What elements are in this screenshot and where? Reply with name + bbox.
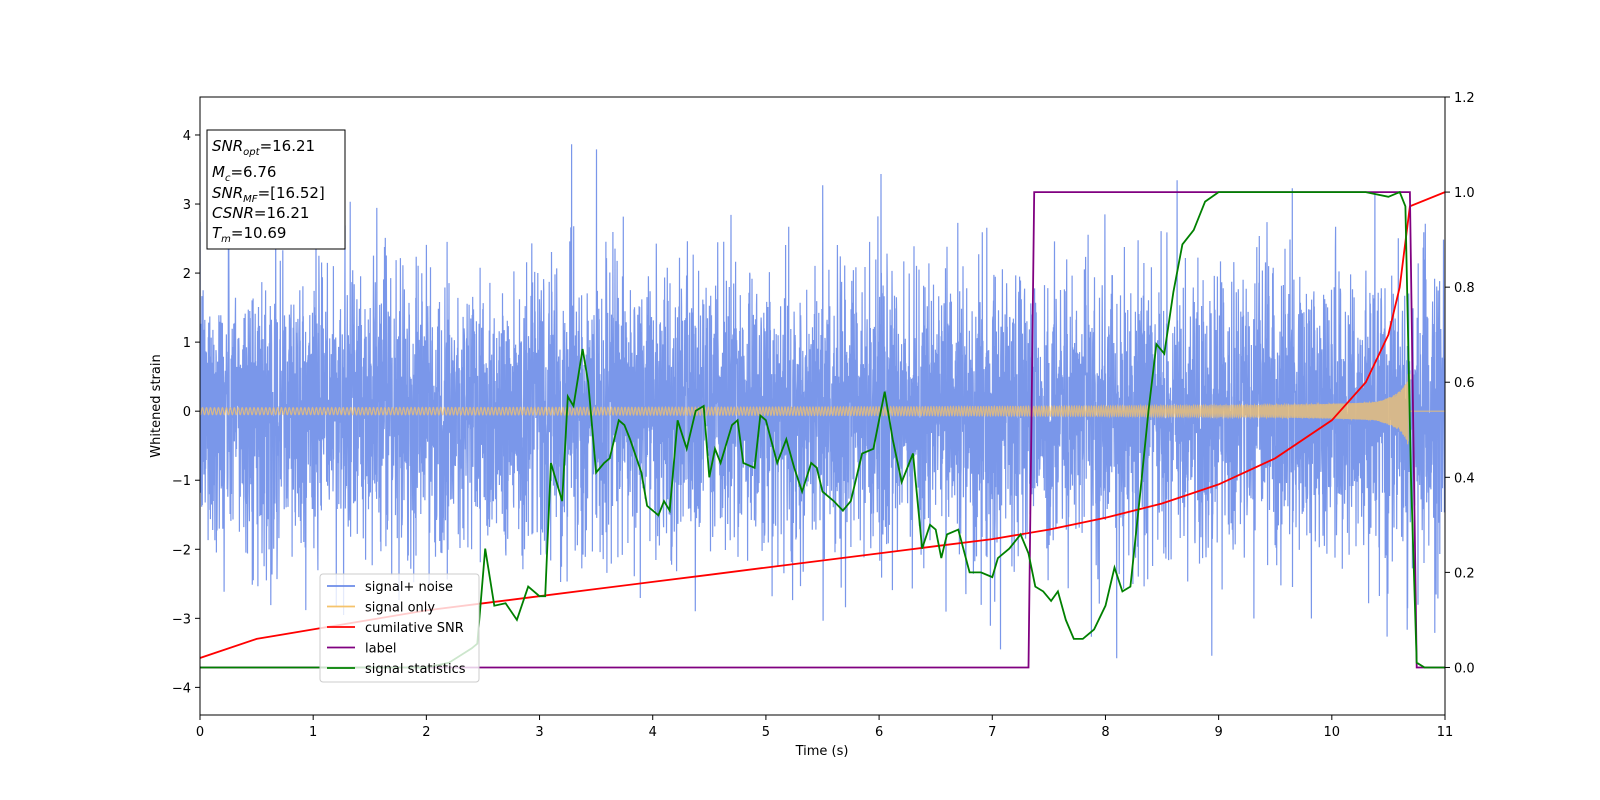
y-tick-label: −4 — [172, 681, 191, 696]
signal-statistics-line — [200, 190, 1445, 669]
x-tick-label: 7 — [988, 725, 996, 740]
info-box: SNRopt=16.21 Mc=6.76 SNRMF=[16.52] CSNR=… — [206, 129, 346, 250]
tm-text: Tm=10.69 — [212, 224, 286, 245]
x-tick-label: 5 — [762, 725, 770, 740]
x-tick-label: 8 — [1101, 725, 1109, 740]
y2-tick-label: 1.2 — [1454, 91, 1475, 106]
x-tick-label: 2 — [422, 725, 430, 740]
y2-tick-label: 0.4 — [1454, 471, 1475, 486]
y-tick-label: −3 — [172, 612, 191, 627]
x-tick-label: 6 — [875, 725, 883, 740]
y-tick-label: 4 — [183, 129, 191, 144]
legend-label: signal only — [365, 601, 435, 616]
x-tick-label: 4 — [649, 725, 657, 740]
y-tick-label: −2 — [172, 543, 191, 558]
x-tick-label: 10 — [1324, 725, 1341, 740]
x-tick-label: 3 — [535, 725, 543, 740]
csnr-text: CSNR=16.21 — [212, 204, 309, 222]
legend: signal+ noise signal only cumilative SNR la… — [319, 573, 480, 683]
snr-mf-text: SNRMF=[16.52] — [212, 184, 325, 205]
legend-label: cumilative SNR — [365, 621, 464, 636]
y2-tick-label: 0.8 — [1454, 281, 1475, 296]
y2-tick-label: 1.0 — [1454, 186, 1475, 201]
y-axis-label: Whitened strain — [149, 354, 164, 457]
signal-only-line — [200, 373, 1445, 445]
plot-frame — [199, 96, 1446, 716]
y-tick-label: 1 — [183, 336, 191, 351]
y-tick-label: −1 — [172, 474, 191, 489]
y-axis: −4 −3 −2 −1 0 1 2 3 4 — [172, 129, 200, 696]
mc-text: Mc=6.76 — [212, 163, 276, 184]
y-tick-label: 2 — [183, 267, 191, 282]
x-tick-label: 1 — [309, 725, 317, 740]
x-tick-label: 9 — [1214, 725, 1222, 740]
right-y-axis: 0.0 0.2 0.4 0.6 0.8 1.0 1.2 — [1445, 91, 1475, 676]
snr-opt-text: SNRopt=16.21 — [212, 137, 315, 158]
y-tick-label: 3 — [183, 198, 191, 213]
y-tick-label: 0 — [183, 405, 191, 420]
x-tick-label: 0 — [196, 725, 204, 740]
y2-tick-label: 0.0 — [1454, 661, 1475, 676]
legend-label: label — [365, 642, 396, 657]
y2-tick-label: 0.2 — [1454, 566, 1475, 581]
legend-label: signal+ noise — [365, 580, 453, 595]
y2-tick-label: 0.6 — [1454, 376, 1475, 391]
legend-label: signal statistics — [365, 662, 466, 677]
x-axis: 0 1 2 3 4 5 6 7 8 9 10 11 — [196, 715, 1453, 740]
x-tick-label: 11 — [1437, 725, 1454, 740]
x-axis-label: Time (s) — [795, 744, 849, 759]
